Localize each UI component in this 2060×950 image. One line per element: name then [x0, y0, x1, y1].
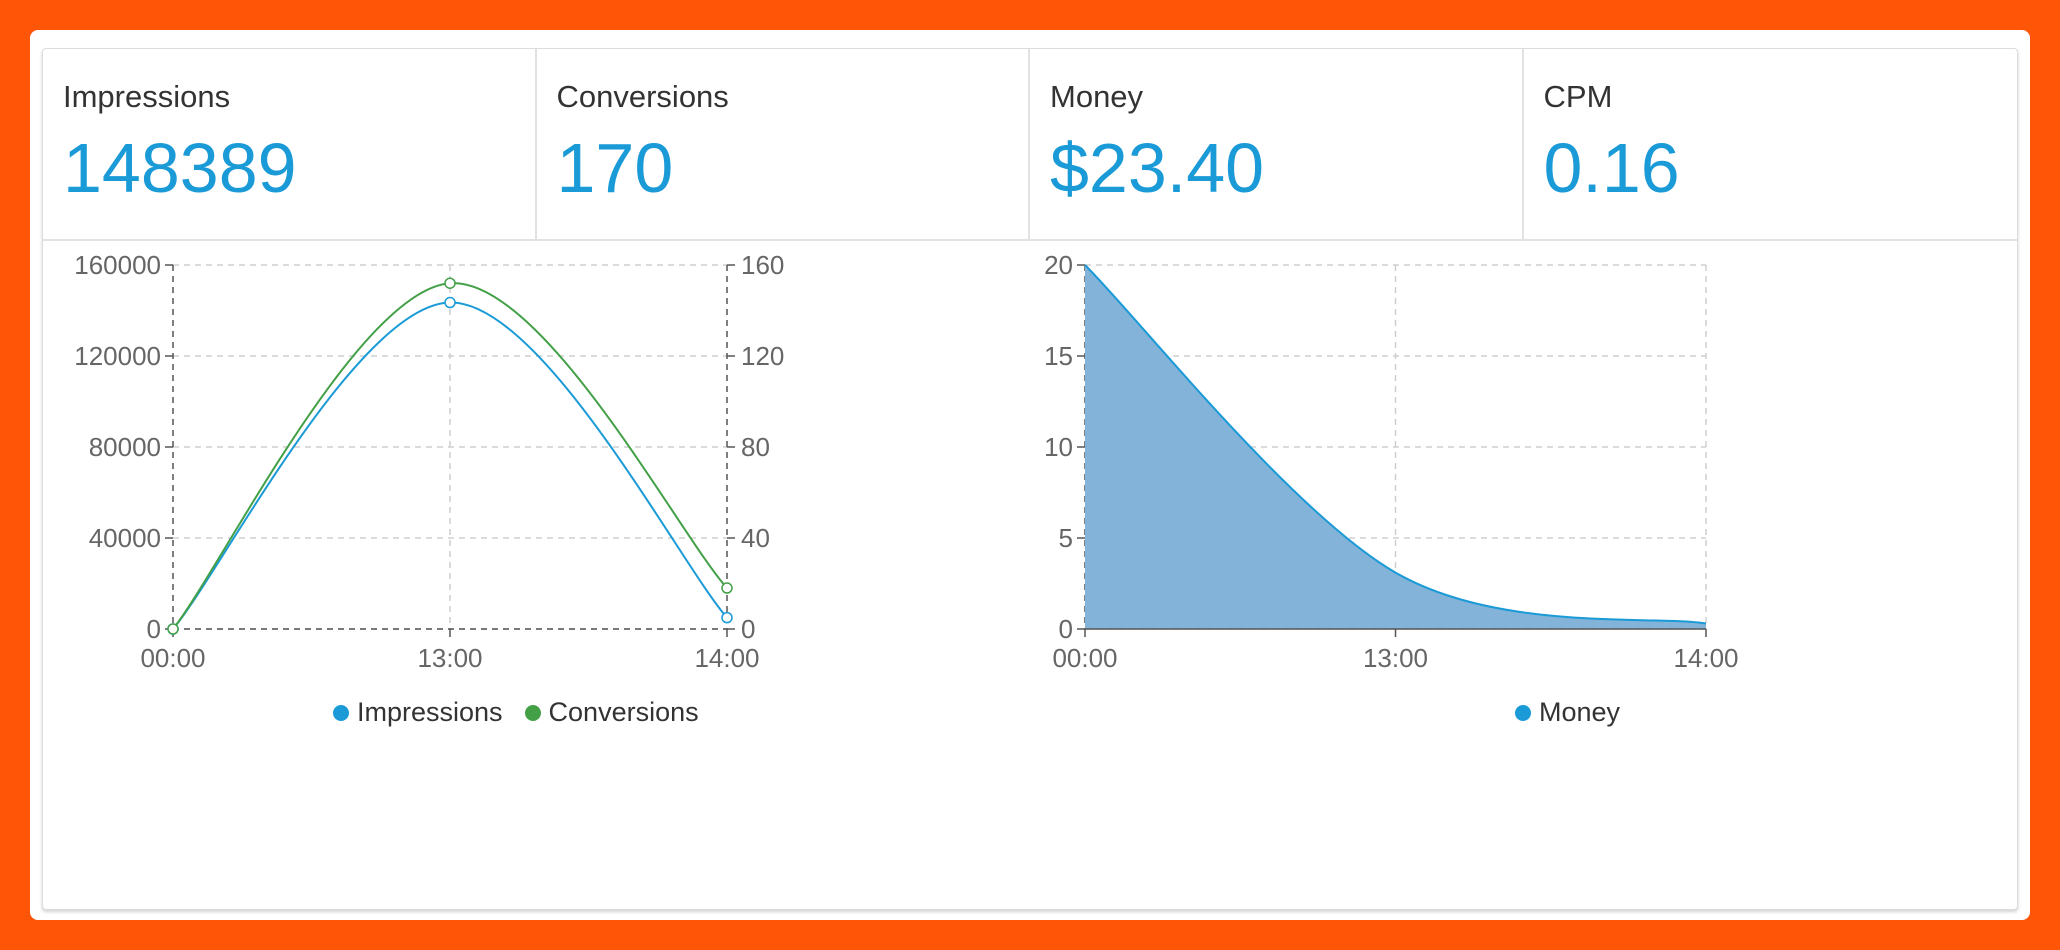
stat-conversions: Conversions 170 — [537, 49, 1030, 239]
data-point — [721, 582, 733, 594]
y-tick-label-left: 0 — [147, 614, 161, 644]
y-tick-label-right: 80 — [741, 432, 770, 462]
legend-item-money[interactable]: Money — [1515, 697, 1620, 728]
y-tick-label: 20 — [1044, 250, 1073, 280]
data-point — [721, 611, 733, 624]
stat-money: Money $23.40 — [1030, 49, 1524, 239]
stat-value: 148389 — [63, 129, 297, 207]
data-point — [167, 623, 179, 635]
money-chart: 0 5 10 15 20 00:00 13:00 14:00 — [1044, 250, 1738, 673]
data-point — [444, 296, 456, 309]
stat-cpm: CPM 0.16 — [1524, 49, 2018, 239]
legend-item-conversions[interactable]: Conversions — [524, 697, 699, 728]
page-frame: Impressions 148389 Conversions 170 Money… — [30, 30, 2030, 920]
money-area — [1085, 265, 1706, 629]
y-tick-label-right: 160 — [741, 250, 784, 280]
x-tick-label: 13:00 — [1363, 643, 1428, 673]
stats-row: Impressions 148389 Conversions 170 Money… — [43, 49, 2017, 241]
legend-label: Conversions — [548, 697, 699, 727]
x-tick-label: 14:00 — [1673, 643, 1738, 673]
legend-label: Money — [1539, 697, 1621, 727]
y-tick-label: 10 — [1044, 432, 1073, 462]
impressions-conversions-chart: 0 40000 80000 120000 160000 0 40 80 120 160 00:00 1… — [74, 250, 784, 673]
stat-label: CPM — [1543, 79, 1613, 114]
legend-dot-icon — [1515, 704, 1531, 721]
chart2-legend: Money — [1515, 697, 1620, 728]
y-tick-label-left: 160000 — [74, 250, 161, 280]
y-tick-label-left: 40000 — [89, 523, 161, 553]
y-tick-label-left: 80000 — [89, 432, 161, 462]
stat-impressions: Impressions 148389 — [43, 49, 537, 239]
stat-label: Conversions — [556, 79, 729, 114]
stat-value: 170 — [556, 129, 674, 207]
stat-value: 0.16 — [1543, 129, 1680, 207]
y-tick-label-right: 0 — [741, 614, 755, 644]
x-tick-label: 00:00 — [140, 643, 205, 673]
x-tick-label: 13:00 — [417, 643, 482, 673]
legend-dot-icon — [524, 704, 541, 721]
data-point — [444, 277, 456, 289]
chart1-legend: Impressions Conversions — [333, 697, 699, 728]
y-tick-label: 5 — [1059, 523, 1073, 553]
x-tick-label: 00:00 — [1052, 643, 1117, 673]
stat-label: Impressions — [63, 79, 231, 114]
y-tick-label-left: 120000 — [74, 341, 161, 371]
dashboard-card: Impressions 148389 Conversions 170 Money… — [42, 48, 2018, 910]
stat-label: Money — [1050, 79, 1144, 114]
stat-value: $23.40 — [1050, 129, 1265, 207]
series-line-money — [1084, 264, 1707, 625]
legend-dot-icon — [333, 704, 349, 721]
legend-item-impressions[interactable]: Impressions — [333, 697, 503, 728]
x-tick-label: 14:00 — [694, 643, 759, 673]
legend-label: Impressions — [357, 697, 503, 727]
y-tick-label: 0 — [1059, 614, 1073, 644]
y-tick-label-right: 40 — [741, 523, 770, 553]
y-tick-label-right: 120 — [741, 341, 784, 371]
y-tick-label: 15 — [1044, 341, 1073, 371]
